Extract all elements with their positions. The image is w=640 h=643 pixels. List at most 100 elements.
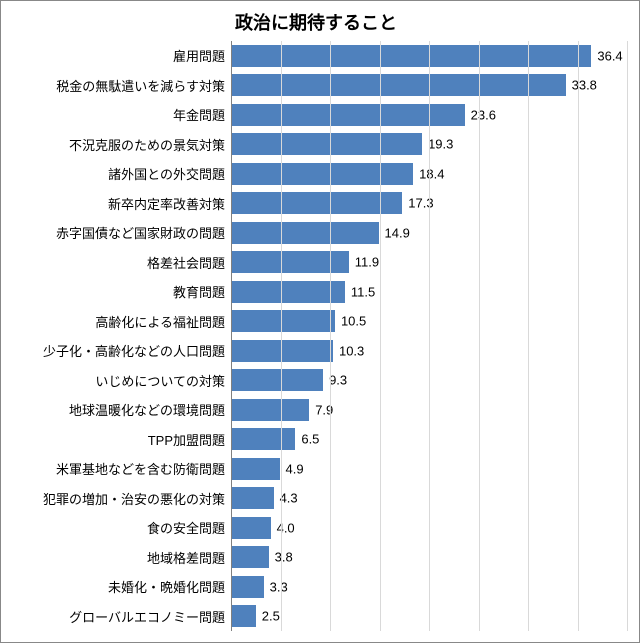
bar-row: グローバルエコノミー問題 2.5: [5, 602, 627, 632]
bar-cell: 7.9: [231, 395, 627, 425]
bar-row: 地域格差問題 3.8: [5, 543, 627, 573]
bar-cell: 18.4: [231, 159, 627, 189]
value-label: 6.5: [301, 432, 319, 447]
category-label: 米軍基地などを含む防衛問題: [5, 459, 231, 478]
bar-row: 税金の無駄遣いを減らす対策 33.8: [5, 71, 627, 101]
category-label: 不況克服のための景気対策: [5, 135, 231, 154]
category-label: 雇用問題: [5, 46, 231, 65]
bar-cell: 17.3: [231, 189, 627, 219]
value-label: 11.9: [355, 255, 379, 270]
bar: [231, 399, 309, 421]
bar: [231, 605, 256, 627]
bar-cell: 14.9: [231, 218, 627, 248]
bar: [231, 369, 323, 391]
bar-row: 高齢化による福祉問題 10.5: [5, 307, 627, 337]
axis-baseline: [231, 41, 232, 631]
bar-row: 雇用問題 36.4: [5, 41, 627, 71]
value-label: 19.3: [428, 137, 453, 152]
chart-title: 政治に期待すること: [5, 9, 627, 35]
value-label: 33.8: [572, 78, 597, 93]
category-label: 犯罪の増加・治安の悪化の対策: [5, 489, 231, 508]
bar-cell: 19.3: [231, 130, 627, 160]
bar-row: 食の安全問題 4.0: [5, 513, 627, 543]
bar-cell: 9.3: [231, 366, 627, 396]
bar: [231, 163, 413, 185]
bar: [231, 222, 379, 244]
bar-cell: 2.5: [231, 602, 627, 632]
bar: [231, 576, 264, 598]
value-label: 7.9: [315, 402, 333, 417]
category-label: 年金問題: [5, 105, 231, 124]
category-label: 食の安全問題: [5, 518, 231, 537]
bar-row: 不況克服のための景気対策 19.3: [5, 130, 627, 160]
value-label: 14.9: [385, 225, 410, 240]
bar-cell: 33.8: [231, 71, 627, 101]
bar-cell: 4.9: [231, 454, 627, 484]
bar-row: 年金問題 23.6: [5, 100, 627, 130]
bar-cell: 3.8: [231, 543, 627, 573]
bar-cell: 23.6: [231, 100, 627, 130]
value-label: 3.3: [270, 579, 288, 594]
bar: [231, 458, 280, 480]
bar: [231, 428, 295, 450]
value-label: 4.9: [286, 461, 304, 476]
grid-line: [627, 41, 628, 631]
bar-cell: 4.3: [231, 484, 627, 514]
bar-cell: 6.5: [231, 425, 627, 455]
category-label: 地域格差問題: [5, 548, 231, 567]
bar-row: TPP加盟問題 6.5: [5, 425, 627, 455]
category-label: 少子化・高齢化などの人口問題: [5, 341, 231, 360]
value-label: 36.4: [597, 48, 622, 63]
bar-row: 教育問題11.5: [5, 277, 627, 307]
bar-cell: 10.5: [231, 307, 627, 337]
value-label: 2.5: [262, 609, 280, 624]
bar-row: 地球温暖化などの環境問題 7.9: [5, 395, 627, 425]
bar: [231, 192, 402, 214]
value-label: 4.3: [280, 491, 298, 506]
value-label: 18.4: [419, 166, 444, 181]
bar-cell: 11.9: [231, 248, 627, 278]
bar-cell: 11.5: [231, 277, 627, 307]
bar-row: 未婚化・晩婚化問題 3.3: [5, 572, 627, 602]
bar: [231, 546, 269, 568]
category-label: 税金の無駄遣いを減らす対策: [5, 76, 231, 95]
plot-area: 雇用問題 36.4 税金の無駄遣いを減らす対策 33.8 年金問題 23.6 不況克服のため…: [5, 41, 627, 631]
category-label: 諸外国との外交問題: [5, 164, 231, 183]
value-label: 4.0: [277, 520, 295, 535]
bar: [231, 74, 566, 96]
bar-cell: 36.4: [231, 41, 627, 71]
value-label: 10.5: [341, 314, 366, 329]
value-label: 23.6: [471, 107, 496, 122]
bar-row: 米軍基地などを含む防衛問題 4.9: [5, 454, 627, 484]
bar: [231, 517, 271, 539]
category-label: 格差社会問題: [5, 253, 231, 272]
category-label: 教育問題: [5, 282, 231, 301]
bar-cell: 4.0: [231, 513, 627, 543]
bar-row: 犯罪の増加・治安の悪化の対策 4.3: [5, 484, 627, 514]
bar-row: 新卒内定率改善対策17.3: [5, 189, 627, 219]
category-label: TPP加盟問題: [5, 430, 231, 449]
category-label: 高齢化による福祉問題: [5, 312, 231, 331]
chart-container: 政治に期待すること 雇用問題 36.4 税金の無駄遣いを減らす対策 33.8 年金問題 2…: [1, 1, 639, 642]
bar-rows: 雇用問題 36.4 税金の無駄遣いを減らす対策 33.8 年金問題 23.6 不況克服のため…: [5, 41, 627, 631]
bar-cell: 10.3: [231, 336, 627, 366]
category-label: グローバルエコノミー問題: [5, 607, 231, 626]
bar: [231, 133, 422, 155]
bar-row: 諸外国との外交問題 18.4: [5, 159, 627, 189]
category-label: 未婚化・晩婚化問題: [5, 577, 231, 596]
value-label: 3.8: [275, 550, 293, 565]
category-label: 地球温暖化などの環境問題: [5, 400, 231, 419]
bar: [231, 251, 349, 273]
bar: [231, 310, 335, 332]
value-label: 9.3: [329, 373, 347, 388]
bar-row: 少子化・高齢化などの人口問題 10.3: [5, 336, 627, 366]
bar: [231, 487, 274, 509]
category-label: 赤字国債など国家財政の問題: [5, 223, 231, 242]
category-label: いじめについての対策: [5, 371, 231, 390]
bar-row: 赤字国債など国家財政の問題 14.9: [5, 218, 627, 248]
bar: [231, 45, 591, 67]
bar: [231, 340, 333, 362]
value-label: 10.3: [339, 343, 364, 358]
bar-row: 格差社会問題 11.9: [5, 248, 627, 278]
value-label: 17.3: [408, 196, 433, 211]
